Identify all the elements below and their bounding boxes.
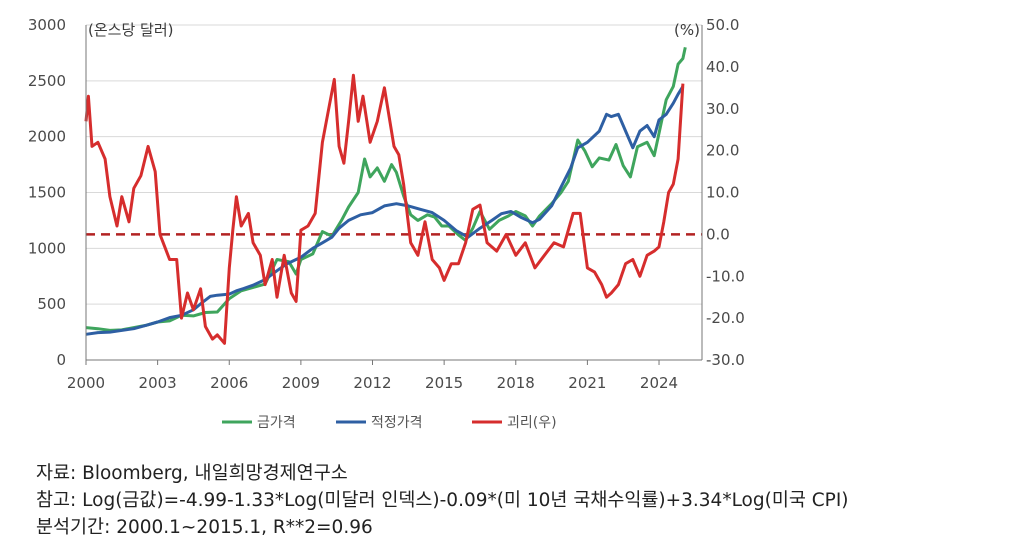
formula-note: 참고: Log(금값)=-4.99-1.33*Log(미달러 인덱스)-0.09… bbox=[36, 490, 849, 511]
y-right-tick-label: 10.0 bbox=[706, 184, 739, 202]
y-right-tick-label: 0.0 bbox=[706, 225, 730, 243]
legend: 금가격 적정가격 괴리(우) bbox=[222, 415, 557, 431]
x-tick-label: 2000 bbox=[67, 374, 105, 392]
y-right-tick-label: 50.0 bbox=[706, 16, 739, 34]
x-tick-label: 2006 bbox=[210, 374, 248, 392]
chart-notes: 자료: Bloomberg, 내일희망경제연구소 참고: Log(금값)=-4.… bbox=[36, 460, 849, 541]
y-left-tick-label: 3000 bbox=[28, 16, 66, 34]
x-tick-label: 2021 bbox=[568, 374, 606, 392]
right-axis-unit: (%) bbox=[674, 21, 700, 39]
y-right-tick-label: -30.0 bbox=[706, 351, 745, 369]
gridlines bbox=[86, 24, 702, 305]
y-left-tick-label: 1500 bbox=[28, 184, 66, 202]
y-left-tick-label: 2000 bbox=[28, 128, 66, 146]
y-left-tick-label: 500 bbox=[37, 295, 66, 313]
series-line-0 bbox=[85, 46, 687, 332]
axes bbox=[85, 25, 703, 365]
tick-labels: 0 500 1000 1500 2000 2500 3000 -30.0 -20.0 -10.0 0… bbox=[28, 16, 745, 392]
x-tick-label: 2024 bbox=[640, 374, 678, 392]
period-note: 분석기간: 2000.1~2015.1, R**2=0.96 bbox=[36, 517, 373, 538]
y-left-tick-label: 2500 bbox=[28, 72, 66, 90]
x-tick-label: 2012 bbox=[353, 374, 391, 392]
series-line-1 bbox=[85, 85, 685, 336]
legend-label: 적정가격 bbox=[371, 415, 423, 431]
y-right-tick-label: -10.0 bbox=[706, 267, 745, 285]
series-line-2 bbox=[84, 73, 685, 345]
y-right-tick-label: 30.0 bbox=[706, 100, 739, 118]
source-note: 자료: Bloomberg, 내일희망경제연구소 bbox=[36, 463, 348, 484]
y-right-tick-label: -20.0 bbox=[706, 309, 745, 327]
x-tick-label: 2015 bbox=[425, 374, 463, 392]
x-tick-label: 2003 bbox=[139, 374, 177, 392]
y-right-tick-label: 40.0 bbox=[706, 58, 739, 76]
legend-label: 금가격 bbox=[257, 415, 296, 431]
y-left-tick-label: 1000 bbox=[28, 239, 66, 257]
gold-price-chart: 0 500 1000 1500 2000 2500 3000 -30.0 -20.0 -10.0 0… bbox=[28, 16, 745, 431]
series-layer bbox=[84, 46, 687, 345]
y-right-tick-label: 20.0 bbox=[706, 142, 739, 160]
legend-label: 괴리(우) bbox=[507, 415, 557, 431]
y-left-tick-label: 0 bbox=[56, 351, 66, 369]
left-axis-unit: (온스당 달러) bbox=[88, 21, 173, 39]
x-tick-label: 2009 bbox=[282, 374, 320, 392]
x-tick-label: 2018 bbox=[497, 374, 535, 392]
